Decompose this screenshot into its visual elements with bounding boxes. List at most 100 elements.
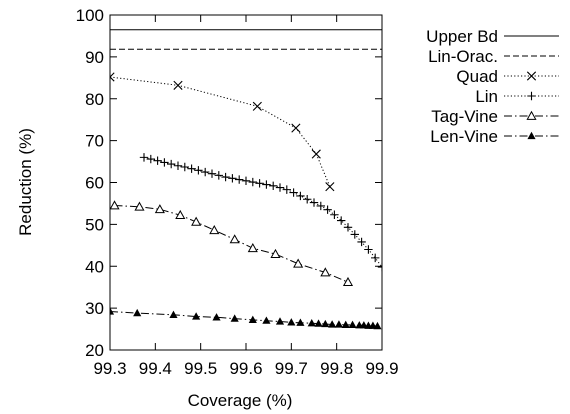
data-point-lin — [289, 188, 298, 197]
series-tag-vine — [110, 200, 354, 287]
data-point-lin — [221, 172, 230, 182]
data-point-tag-vine — [342, 276, 354, 287]
legend-entry-upper-bd: Upper Bd — [426, 27, 559, 46]
data-point-len-vine — [307, 318, 316, 327]
y-axis-label: Reduction (%) — [16, 128, 35, 236]
data-point-tag-vine — [229, 234, 240, 244]
data-point-tag-vine — [209, 225, 220, 235]
data-point-len-vine — [341, 320, 350, 328]
legend-label-upper-bd: Upper Bd — [426, 27, 498, 46]
data-point-tag-vine — [320, 267, 331, 277]
x-tick-label: 99.7 — [275, 359, 308, 378]
y-tick-label: 50 — [85, 215, 104, 234]
data-point-len-vine — [212, 313, 221, 321]
data-point-len-vine — [262, 316, 271, 324]
data-point-len-vine — [359, 321, 368, 329]
data-point-lin — [364, 245, 373, 254]
data-point-lin — [235, 175, 244, 184]
x-tick-label: 99.8 — [320, 359, 353, 378]
data-point-lin — [343, 223, 353, 232]
data-point-lin — [167, 159, 176, 169]
x-tick-label: 99.4 — [139, 359, 172, 378]
data-point-len-vine — [275, 317, 285, 325]
data-point-len-vine — [368, 321, 378, 329]
data-point-lin — [139, 153, 149, 162]
legend-marker-tag-vine — [526, 110, 537, 120]
data-point-len-vine — [328, 320, 337, 328]
data-point-lin — [214, 171, 223, 180]
x-tick-label: 99.5 — [184, 359, 217, 378]
data-point-lin — [160, 158, 169, 167]
legend-entry-lin-orac: Lin-Orac. — [428, 47, 559, 66]
data-point-lin — [228, 174, 237, 183]
data-point-quad — [173, 80, 183, 90]
data-point-tag-vine — [247, 243, 258, 253]
data-point-lin — [275, 183, 285, 192]
x-tick-label: 99.6 — [229, 359, 262, 378]
y-tick-label: 30 — [85, 299, 104, 318]
data-point-lin — [309, 198, 319, 207]
data-point-quad — [252, 101, 262, 111]
legend-entry-len-vine: Len-Vine — [430, 127, 559, 146]
data-point-lin — [357, 237, 366, 247]
data-point-len-vine — [192, 312, 201, 320]
legend-label-lin: Lin — [475, 87, 498, 106]
y-tick-label: 100 — [76, 6, 104, 25]
data-point-lin — [180, 162, 189, 172]
legend-entry-quad: Quad — [456, 67, 559, 86]
x-tick-label: 99.9 — [365, 359, 398, 378]
data-point-len-vine — [248, 315, 257, 323]
data-point-len-vine — [314, 319, 323, 327]
data-point-quad — [325, 182, 335, 192]
data-point-lin — [255, 179, 264, 188]
legend-marker-quad — [526, 71, 537, 81]
legend-label-lin-orac: Lin-Orac. — [428, 47, 498, 66]
data-point-lin — [303, 195, 312, 204]
legend-marker-len-vine — [527, 131, 536, 140]
data-point-lin — [282, 185, 291, 194]
data-point-lin — [269, 181, 278, 191]
series-group — [110, 29, 382, 330]
data-point-lin — [337, 216, 346, 225]
data-point-len-vine — [296, 318, 305, 326]
data-point-tag-vine — [175, 209, 186, 220]
data-point-len-vine — [110, 307, 115, 315]
series-lin — [139, 153, 382, 272]
legend-label-quad: Quad — [456, 67, 498, 86]
series-line-lin — [143, 156, 382, 268]
data-point-lin — [371, 253, 380, 263]
data-point-len-vine — [334, 320, 344, 328]
legend-entry-lin: Lin — [475, 87, 559, 106]
x-tick-label: 99.3 — [93, 359, 126, 378]
data-point-len-vine — [373, 321, 382, 330]
data-point-len-vine — [133, 308, 142, 317]
y-tick-label: 20 — [85, 341, 104, 360]
y-tick-label: 90 — [85, 48, 104, 67]
y-tick-label: 60 — [85, 174, 104, 193]
y-tick-label: 80 — [85, 90, 104, 109]
data-point-tag-vine — [191, 216, 202, 226]
y-tick-label: 70 — [85, 132, 104, 151]
data-point-lin — [377, 262, 382, 272]
y-tick-label: 40 — [85, 257, 104, 276]
data-point-lin — [194, 166, 203, 175]
data-point-len-vine — [348, 320, 357, 328]
series-line-tag-vine — [114, 205, 349, 283]
legend-label-tag-vine: Tag-Vine — [431, 107, 498, 126]
data-point-tag-vine — [293, 258, 304, 268]
series-len-vine — [110, 307, 382, 330]
data-point-lin — [248, 177, 257, 187]
data-point-len-vine — [321, 319, 330, 328]
x-axis-label: Coverage (%) — [188, 391, 293, 410]
data-point-lin — [153, 156, 162, 165]
legend-label-len-vine: Len-Vine — [430, 127, 498, 146]
data-point-len-vine — [287, 318, 296, 326]
data-point-tag-vine — [270, 248, 281, 258]
series-quad — [110, 72, 335, 192]
data-point-lin — [207, 169, 217, 178]
data-point-lin — [241, 176, 251, 186]
data-point-tag-vine — [110, 200, 120, 210]
data-point-tag-vine — [134, 201, 145, 211]
